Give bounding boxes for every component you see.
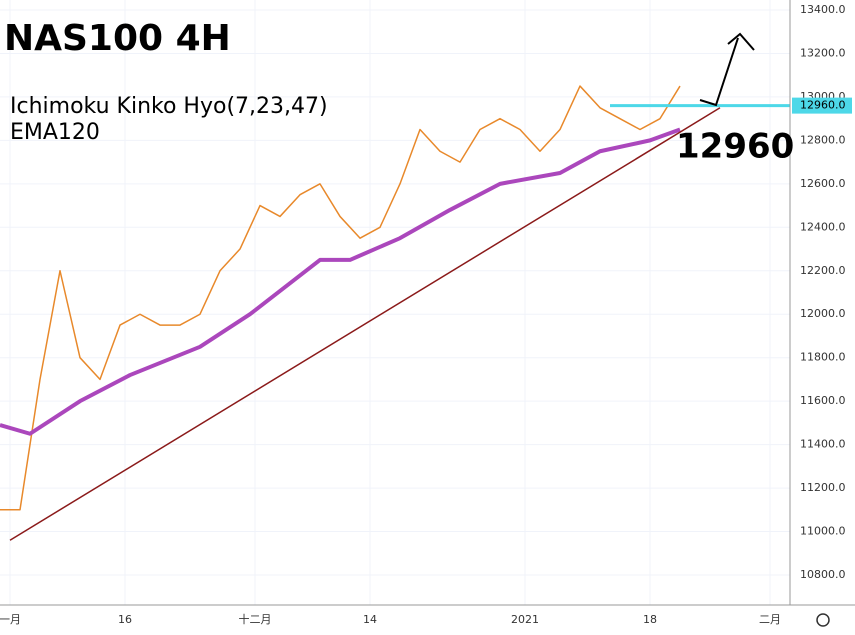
y-tick-label: 11800.0 <box>800 351 846 364</box>
y-tick-label: 10800.0 <box>800 568 846 581</box>
x-tick-label: 16 <box>118 613 132 626</box>
y-tick-label: 12600.0 <box>800 177 846 190</box>
y-tick-label: 12000.0 <box>800 307 846 320</box>
level-annotation: 12960 <box>676 127 794 167</box>
chart-title: NAS100 4H <box>4 18 231 59</box>
y-tick-label: 12800.0 <box>800 133 846 146</box>
arrow <box>699 32 755 107</box>
y-tick-label: 12400.0 <box>800 220 846 233</box>
series-line <box>0 85 681 511</box>
x-tick-label: 2021 <box>511 613 539 626</box>
y-tick-label: 11400.0 <box>800 438 846 451</box>
x-tick-label: 一月 <box>0 613 21 626</box>
y-tick-label: 13400.0 <box>800 3 846 16</box>
y-tick-label: 11200.0 <box>800 481 846 494</box>
x-tick-label: 二月 <box>759 613 781 626</box>
x-tick-label: 14 <box>363 613 377 626</box>
settings-icon[interactable] <box>816 613 830 627</box>
indicator-label: Ichimoku Kinko Hyo(7,23,47) <box>10 94 328 119</box>
y-tick-label: 13200.0 <box>800 46 846 59</box>
y-tick-label: 11000.0 <box>800 525 846 538</box>
indicator-label: EMA120 <box>10 120 100 145</box>
price-label-box <box>792 97 852 114</box>
y-tick-label: 11600.0 <box>800 394 846 407</box>
series-line <box>9 107 721 541</box>
x-tick-label: 十二月 <box>239 612 272 626</box>
y-tick-label: 12200.0 <box>800 264 846 277</box>
x-tick-label: 18 <box>643 613 657 626</box>
series-line <box>0 127 681 436</box>
price-label: 12960.0 <box>800 99 846 112</box>
